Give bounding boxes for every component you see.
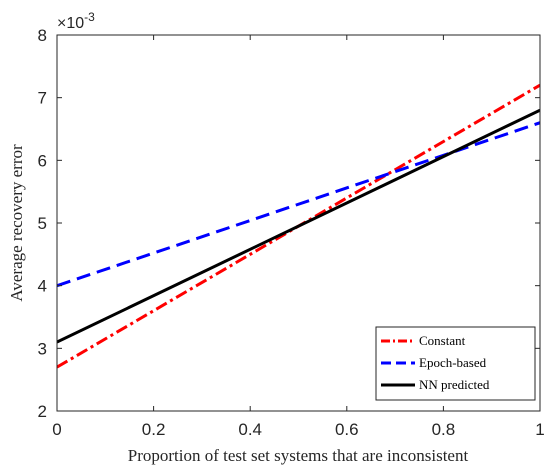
- x-axis-label: Proportion of test set systems that are …: [128, 446, 469, 465]
- x-tick-label: 0.4: [238, 420, 262, 439]
- y-scale-exponent: -3: [84, 10, 95, 24]
- y-tick-label: 5: [38, 214, 47, 233]
- legend-label: Constant: [419, 333, 466, 348]
- x-tick-label: 1: [535, 420, 544, 439]
- series-line-3: [57, 108, 540, 344]
- y-tick-label: 8: [38, 26, 47, 45]
- x-axis-ticks: 0 0.2 0.4 0.6 0.8 1: [52, 35, 545, 439]
- y-scale-base: ×10: [57, 15, 84, 32]
- series-line-2: [57, 121, 540, 288]
- y-tick-label: 6: [38, 151, 47, 170]
- legend-label: NN predicted: [419, 377, 490, 392]
- x-tick-label: 0.8: [432, 420, 456, 439]
- x-tick-label: 0.2: [142, 420, 166, 439]
- legend: Constant Epoch-based NN predicted: [375, 326, 536, 401]
- y-axis-ticks: 2 3 4 5 6 7 8: [38, 26, 540, 421]
- y-tick-label: 3: [38, 339, 47, 358]
- x-tick-label: 0.6: [335, 420, 359, 439]
- y-tick-label: 2: [38, 402, 47, 421]
- y-axis-label: Average recovery error: [7, 144, 26, 302]
- y-tick-label: 4: [38, 277, 47, 296]
- legend-label: Epoch-based: [419, 355, 487, 370]
- x-tick-label: 0: [52, 420, 61, 439]
- y-tick-label: 7: [38, 89, 47, 108]
- series-layer: [57, 83, 540, 369]
- y-scale-factor: ×10-3: [57, 10, 95, 32]
